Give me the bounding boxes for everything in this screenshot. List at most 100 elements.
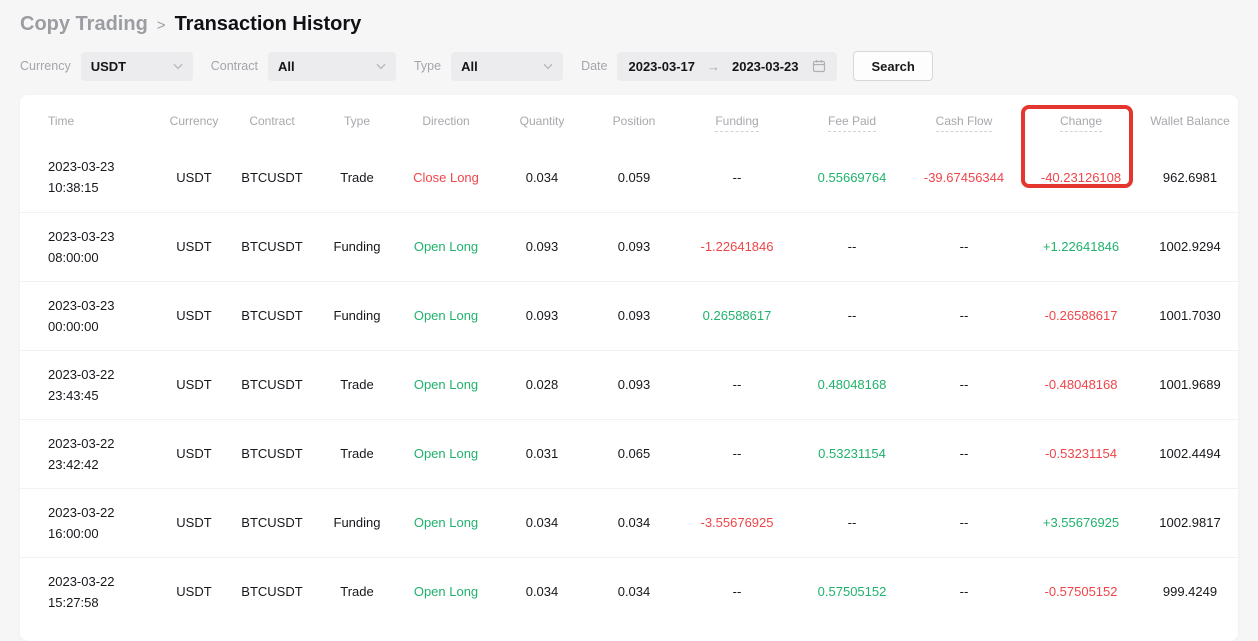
date-end-value[interactable]: 2023-03-23 — [731, 58, 799, 74]
cell-currency: USDT — [176, 169, 212, 185]
currency-filter-label: Currency — [20, 59, 71, 73]
cell-position: 0.065 — [617, 446, 651, 461]
cell-contract: BTCUSDT — [241, 169, 303, 185]
column-header-change: Change — [1020, 95, 1142, 143]
contract-filter-group: Contract All — [210, 51, 396, 81]
cell-direction: Open Long — [413, 584, 479, 600]
cell-cash_flow: -- — [959, 308, 969, 323]
cell-contract: BTCUSDT — [241, 584, 303, 600]
date-start-value[interactable]: 2023-03-17 — [628, 58, 695, 74]
breadcrumb-copy-trading[interactable]: Copy Trading — [20, 13, 148, 35]
column-header-currency: Currency — [169, 114, 219, 128]
calendar-icon[interactable] — [812, 59, 826, 73]
column-header-direction: Direction — [422, 114, 470, 128]
cell-direction: Open Long — [413, 515, 479, 530]
cell-type: Funding — [333, 308, 381, 323]
currency-select[interactable]: USDT — [80, 51, 193, 81]
cell-cash_flow: -- — [959, 239, 969, 254]
cell-wallet_balance: 999.4249 — [1162, 584, 1218, 600]
cell-currency: USDT — [176, 584, 212, 600]
cell-position: 0.034 — [617, 584, 651, 600]
page-title: Transaction History — [174, 13, 362, 35]
filter-bar: Currency USDT Contract All Type All — [20, 51, 1238, 81]
chevron-down-icon — [173, 63, 183, 70]
table-row: 2023-03-23 00:00:00 USDT BTCUSDT Funding Open… — [20, 281, 1238, 350]
cell-funding: -3.55676925 — [700, 515, 774, 530]
history-card: Time Currency Contract Type Direction Quantit… — [20, 95, 1238, 641]
cell-contract: BTCUSDT — [241, 515, 303, 530]
cell-position: 0.059 — [617, 169, 651, 185]
chevron-down-icon — [376, 63, 386, 70]
cell-contract: BTCUSDT — [241, 308, 303, 323]
column-header-time: Time — [48, 114, 75, 128]
cell-type: Trade — [340, 377, 374, 392]
cell-cash_flow: -39.67456344 — [923, 169, 1005, 185]
cell-cash_flow: -- — [959, 584, 969, 600]
cell-wallet_balance: 1002.9294 — [1159, 239, 1221, 254]
column-header-position: Position — [612, 114, 656, 128]
date-range-picker[interactable]: 2023-03-17 → 2023-03-23 — [617, 51, 838, 81]
cell-cash_flow: -- — [959, 377, 969, 392]
cell-currency: USDT — [176, 239, 212, 254]
cell-contract: BTCUSDT — [241, 239, 303, 254]
cell-funding: -- — [732, 377, 742, 392]
cell-wallet_balance: 1001.9689 — [1159, 377, 1221, 392]
cell-time: 2023-03-23 10:38:15 — [48, 159, 115, 196]
cell-position: 0.093 — [617, 239, 651, 254]
column-header-type: Type — [343, 114, 370, 128]
currency-select-value: USDT — [90, 58, 127, 74]
cell-direction: Open Long — [413, 377, 479, 392]
cell-change: -40.23126108 — [1040, 169, 1122, 185]
table-header: Time Currency Contract Type Direction Quantit… — [20, 95, 1238, 143]
cell-position: 0.093 — [617, 377, 651, 392]
cell-wallet_balance: 1002.9817 — [1159, 515, 1221, 530]
cell-time: 2023-03-22 23:42:42 — [48, 435, 115, 472]
cell-time: 2023-03-22 23:43:45 — [48, 366, 115, 403]
cell-fee_paid: -- — [847, 239, 857, 254]
cell-currency: USDT — [176, 377, 212, 392]
cell-fee_paid: 0.55669764 — [817, 169, 887, 185]
transaction-table: Time Currency Contract Type Direction Quantit… — [20, 95, 1238, 626]
cell-wallet_balance: 1002.4494 — [1159, 446, 1221, 461]
cell-direction: Close Long — [413, 169, 479, 185]
contract-select[interactable]: All — [267, 51, 396, 81]
cell-direction: Open Long — [413, 308, 479, 323]
table-row: 2023-03-22 15:27:58 USDT BTCUSDT Trade Open L… — [20, 557, 1238, 626]
cell-direction: Open Long — [413, 239, 479, 254]
cell-type: Funding — [333, 515, 381, 530]
column-header-funding: Funding — [678, 95, 796, 143]
contract-filter-label: Contract — [210, 59, 258, 73]
cell-change: +1.22641846 — [1042, 239, 1120, 254]
column-header-contract: Contract — [249, 114, 295, 128]
cell-type: Trade — [340, 169, 374, 185]
search-button[interactable]: Search — [853, 51, 933, 81]
cell-wallet_balance: 1001.7030 — [1159, 308, 1221, 323]
cell-currency: USDT — [176, 446, 212, 461]
type-select[interactable]: All — [451, 51, 564, 81]
cell-direction: Open Long — [413, 446, 479, 461]
type-select-value: All — [461, 58, 478, 74]
contract-select-value: All — [277, 58, 295, 74]
table-row: 2023-03-22 23:43:45 USDT BTCUSDT Trade Open L… — [20, 350, 1238, 419]
cell-funding: -- — [732, 584, 742, 600]
cell-fee_paid: 0.53231154 — [818, 446, 886, 461]
table-row: 2023-03-22 23:42:42 USDT BTCUSDT Trade Open L… — [20, 419, 1238, 488]
table-row: 2023-03-23 10:38:15 USDT BTCUSDT Trade Close … — [20, 143, 1238, 212]
cell-type: Trade — [340, 584, 374, 600]
column-header-quantity: Quantity — [519, 114, 565, 128]
cell-quantity: 0.034 — [525, 169, 559, 185]
cell-contract: BTCUSDT — [241, 446, 303, 461]
date-filter-group: Date 2023-03-17 → 2023-03-23 — [581, 51, 838, 81]
table-row: 2023-03-23 08:00:00 USDT BTCUSDT Funding Open… — [20, 212, 1238, 281]
cell-quantity: 0.028 — [525, 377, 559, 392]
cell-change: -0.57505152 — [1044, 584, 1118, 600]
cell-currency: USDT — [176, 308, 212, 323]
cell-time: 2023-03-23 08:00:00 — [48, 228, 115, 265]
table-row: 2023-03-22 16:00:00 USDT BTCUSDT Funding Open… — [20, 488, 1238, 557]
cell-time: 2023-03-22 16:00:00 — [48, 504, 115, 541]
cell-position: 0.093 — [617, 308, 651, 323]
column-header-wallet_balance: Wallet Balance — [1150, 114, 1230, 128]
cell-funding: -1.22641846 — [700, 239, 774, 254]
cell-type: Trade — [340, 446, 374, 461]
